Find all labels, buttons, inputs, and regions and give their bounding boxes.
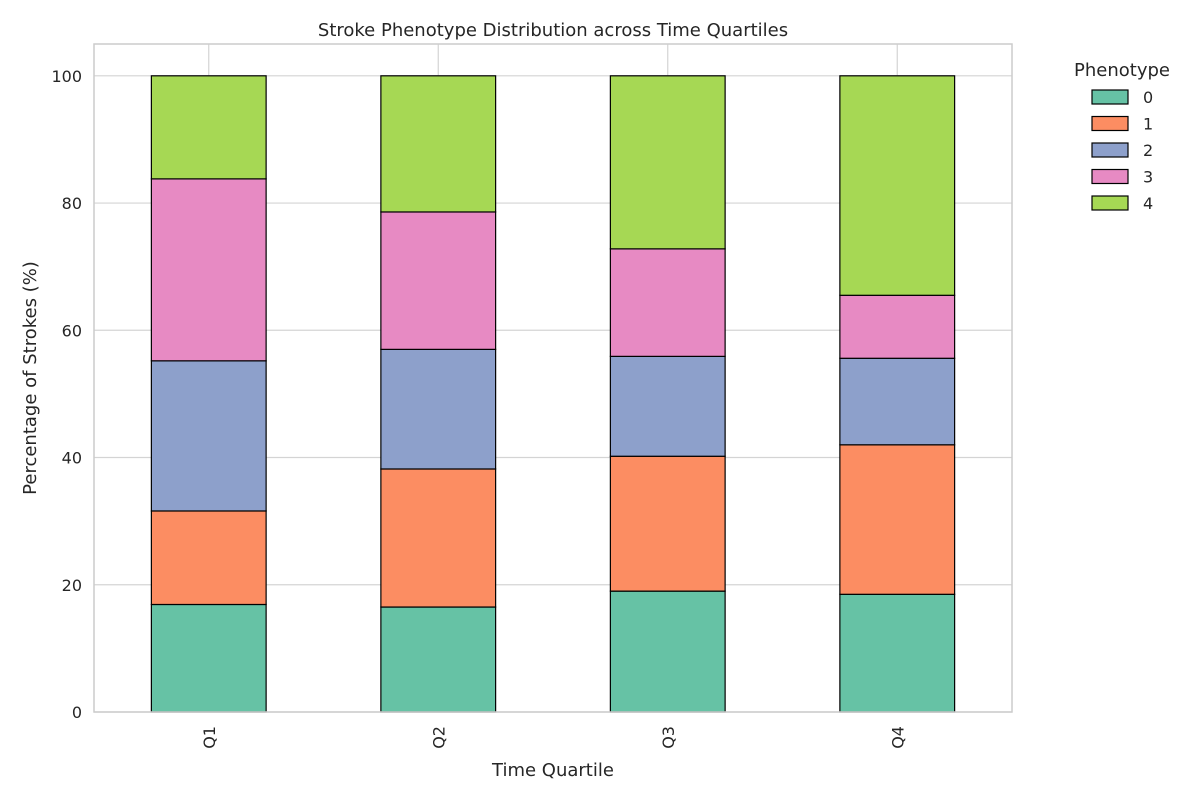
bar-segment	[150, 178, 267, 362]
bar-segment	[609, 455, 726, 592]
bar-segment	[609, 248, 726, 357]
bar-segment	[839, 444, 956, 595]
bar-segment	[609, 355, 726, 457]
legend-swatch	[1091, 89, 1129, 105]
x-tick-label: Q3	[659, 726, 678, 749]
legend-label: 4	[1143, 194, 1153, 213]
legend-label: 2	[1143, 141, 1153, 160]
bar-segment	[380, 75, 497, 213]
y-tick-label: 60	[62, 321, 82, 340]
y-tick-label: 40	[62, 449, 82, 468]
x-axis-ticks: Q1 Q2 Q3 Q4	[200, 726, 908, 749]
bars	[150, 75, 956, 713]
bar-segment	[839, 357, 956, 446]
y-tick-label: 20	[62, 576, 82, 595]
y-axis-label: Percentage of Strokes (%)	[20, 261, 41, 495]
bar-segment	[380, 606, 497, 713]
x-tick-label: Q2	[429, 726, 448, 749]
x-tick-label: Q4	[888, 726, 907, 749]
bar-segment	[380, 348, 497, 470]
bar-segment	[380, 468, 497, 608]
legend-items: 0 1 2 3 4	[1091, 88, 1153, 213]
legend-label: 1	[1143, 115, 1153, 134]
bar-segment	[839, 75, 956, 296]
bar-segment	[150, 75, 267, 180]
chart-title: Stroke Phenotype Distribution across Tim…	[318, 20, 788, 41]
legend-swatch	[1091, 168, 1129, 185]
bar-segment	[150, 603, 267, 713]
x-tick-label: Q1	[200, 726, 219, 749]
x-axis-label: Time Quartile	[491, 760, 614, 781]
y-tick-label: 80	[62, 194, 82, 213]
legend-swatch	[1091, 195, 1129, 211]
legend: Phenotype 0 1 2 3 4	[1074, 60, 1170, 213]
y-tick-label: 100	[51, 67, 82, 86]
bar-segment	[150, 360, 267, 512]
legend-label: 0	[1143, 88, 1153, 107]
legend-swatch	[1091, 115, 1129, 132]
bar-segment	[839, 593, 956, 713]
legend-swatch	[1091, 142, 1129, 158]
y-tick-label: 0	[72, 703, 82, 722]
bar-segment	[150, 510, 267, 606]
y-axis-ticks: 0 20 40 60 80 100	[51, 67, 82, 722]
bar-segment	[609, 590, 726, 713]
bar-segment	[380, 211, 497, 350]
bar-segment	[609, 75, 726, 250]
legend-title: Phenotype	[1074, 60, 1170, 81]
legend-label: 3	[1143, 168, 1153, 187]
plot-frame	[93, 43, 1013, 713]
bar-segment	[839, 294, 956, 359]
